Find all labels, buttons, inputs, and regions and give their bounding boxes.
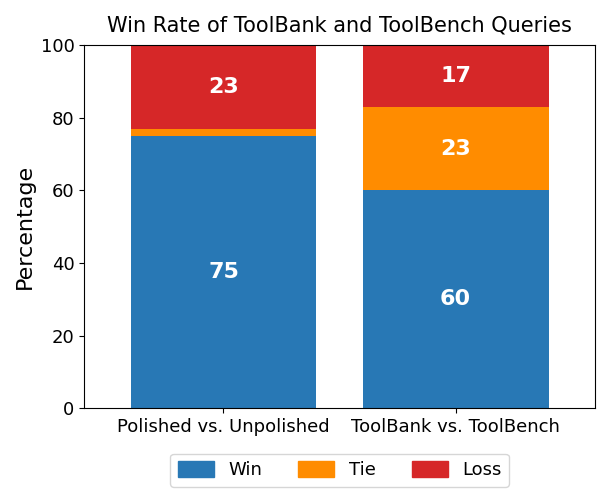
Legend: Win, Tie, Loss: Win, Tie, Loss [170,454,509,486]
Bar [131,45,317,129]
Bar [363,191,548,408]
Y-axis label: Percentage: Percentage [15,164,35,289]
Bar [363,107,548,191]
Bar [363,45,548,107]
Title: Win Rate of ToolBank and ToolBench Queries: Win Rate of ToolBank and ToolBench Queri… [107,15,572,35]
Bar [131,136,317,408]
Text: 75: 75 [208,262,239,282]
Text: 23: 23 [440,139,471,158]
Text: 17: 17 [440,66,471,86]
Text: 23: 23 [208,77,239,97]
Text: 60: 60 [440,289,472,309]
Bar [131,129,317,136]
